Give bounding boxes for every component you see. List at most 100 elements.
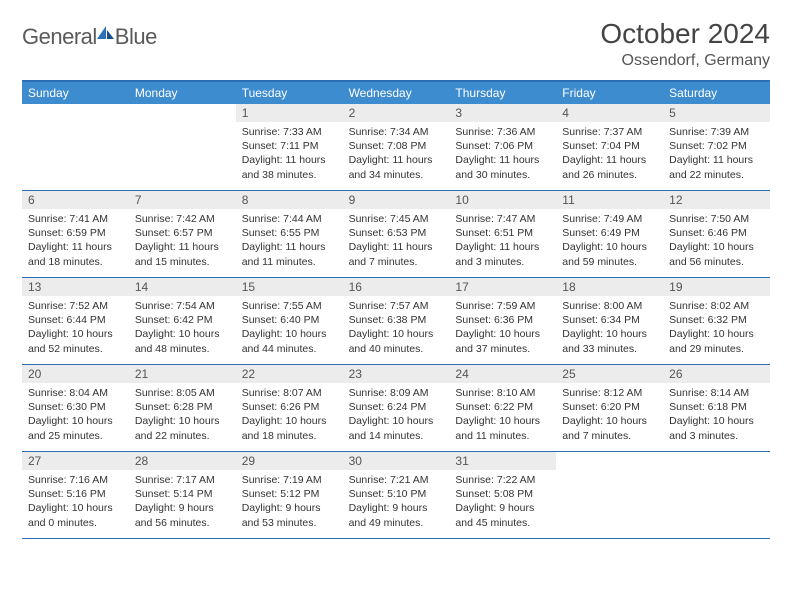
day-number: 11 <box>556 191 663 209</box>
daylight-line: Daylight: 10 hours and 44 minutes. <box>242 327 337 355</box>
sunrise-line: Sunrise: 7:54 AM <box>135 299 230 313</box>
day-details: Sunrise: 7:57 AMSunset: 6:38 PMDaylight:… <box>343 296 450 358</box>
day-header: Thursday <box>449 82 556 104</box>
daylight-line: Daylight: 11 hours and 30 minutes. <box>455 153 550 181</box>
calendar-cell: 24Sunrise: 8:10 AMSunset: 6:22 PMDayligh… <box>449 365 556 451</box>
sunset-line: Sunset: 6:36 PM <box>455 313 550 327</box>
day-details: Sunrise: 7:54 AMSunset: 6:42 PMDaylight:… <box>129 296 236 358</box>
day-number: 18 <box>556 278 663 296</box>
sunrise-line: Sunrise: 7:19 AM <box>242 473 337 487</box>
sunrise-line: Sunrise: 7:37 AM <box>562 125 657 139</box>
sunset-line: Sunset: 6:32 PM <box>669 313 764 327</box>
day-header-row: Sunday Monday Tuesday Wednesday Thursday… <box>22 82 770 104</box>
sunrise-line: Sunrise: 8:14 AM <box>669 386 764 400</box>
day-number: 16 <box>343 278 450 296</box>
daylight-line: Daylight: 10 hours and 56 minutes. <box>669 240 764 268</box>
day-number: 30 <box>343 452 450 470</box>
day-number: 23 <box>343 365 450 383</box>
sunrise-line: Sunrise: 8:09 AM <box>349 386 444 400</box>
calendar-week: 13Sunrise: 7:52 AMSunset: 6:44 PMDayligh… <box>22 278 770 365</box>
calendar-cell: 3Sunrise: 7:36 AMSunset: 7:06 PMDaylight… <box>449 104 556 190</box>
page-subtitle: Ossendorf, Germany <box>600 52 770 70</box>
calendar-cell: 21Sunrise: 8:05 AMSunset: 6:28 PMDayligh… <box>129 365 236 451</box>
daylight-line: Daylight: 10 hours and 29 minutes. <box>669 327 764 355</box>
sunset-line: Sunset: 6:34 PM <box>562 313 657 327</box>
sunrise-line: Sunrise: 7:55 AM <box>242 299 337 313</box>
daylight-line: Daylight: 11 hours and 22 minutes. <box>669 153 764 181</box>
sunset-line: Sunset: 5:08 PM <box>455 487 550 501</box>
header: General Blue October 2024 Ossendorf, Ger… <box>22 18 770 70</box>
sunrise-line: Sunrise: 7:44 AM <box>242 212 337 226</box>
calendar-cell: 27Sunrise: 7:16 AMSunset: 5:16 PMDayligh… <box>22 452 129 538</box>
day-details: Sunrise: 7:16 AMSunset: 5:16 PMDaylight:… <box>22 470 129 532</box>
page-title: October 2024 <box>600 18 770 50</box>
calendar: Sunday Monday Tuesday Wednesday Thursday… <box>22 80 770 539</box>
daylight-line: Daylight: 10 hours and 40 minutes. <box>349 327 444 355</box>
calendar-cell: 19Sunrise: 8:02 AMSunset: 6:32 PMDayligh… <box>663 278 770 364</box>
day-header: Saturday <box>663 82 770 104</box>
day-number: 24 <box>449 365 556 383</box>
day-details: Sunrise: 7:50 AMSunset: 6:46 PMDaylight:… <box>663 209 770 271</box>
calendar-cell: 22Sunrise: 8:07 AMSunset: 6:26 PMDayligh… <box>236 365 343 451</box>
calendar-week: 20Sunrise: 8:04 AMSunset: 6:30 PMDayligh… <box>22 365 770 452</box>
day-number: 21 <box>129 365 236 383</box>
sunset-line: Sunset: 6:49 PM <box>562 226 657 240</box>
day-details: Sunrise: 7:37 AMSunset: 7:04 PMDaylight:… <box>556 122 663 184</box>
daylight-line: Daylight: 11 hours and 18 minutes. <box>28 240 123 268</box>
daylight-line: Daylight: 9 hours and 49 minutes. <box>349 501 444 529</box>
sunset-line: Sunset: 7:06 PM <box>455 139 550 153</box>
sunset-line: Sunset: 5:14 PM <box>135 487 230 501</box>
day-details: Sunrise: 8:04 AMSunset: 6:30 PMDaylight:… <box>22 383 129 445</box>
daylight-line: Daylight: 10 hours and 59 minutes. <box>562 240 657 268</box>
sunrise-line: Sunrise: 7:57 AM <box>349 299 444 313</box>
sunrise-line: Sunrise: 7:52 AM <box>28 299 123 313</box>
day-number: 31 <box>449 452 556 470</box>
day-details: Sunrise: 7:52 AMSunset: 6:44 PMDaylight:… <box>22 296 129 358</box>
daylight-line: Daylight: 9 hours and 45 minutes. <box>455 501 550 529</box>
sunset-line: Sunset: 6:40 PM <box>242 313 337 327</box>
day-number: 7 <box>129 191 236 209</box>
sunset-line: Sunset: 6:22 PM <box>455 400 550 414</box>
day-header: Friday <box>556 82 663 104</box>
calendar-cell: 5Sunrise: 7:39 AMSunset: 7:02 PMDaylight… <box>663 104 770 190</box>
sunset-line: Sunset: 6:18 PM <box>669 400 764 414</box>
sunrise-line: Sunrise: 7:33 AM <box>242 125 337 139</box>
daylight-line: Daylight: 10 hours and 33 minutes. <box>562 327 657 355</box>
day-number: 28 <box>129 452 236 470</box>
day-details: Sunrise: 7:33 AMSunset: 7:11 PMDaylight:… <box>236 122 343 184</box>
daylight-line: Daylight: 11 hours and 34 minutes. <box>349 153 444 181</box>
day-details: Sunrise: 7:39 AMSunset: 7:02 PMDaylight:… <box>663 122 770 184</box>
sunrise-line: Sunrise: 7:22 AM <box>455 473 550 487</box>
sunrise-line: Sunrise: 8:12 AM <box>562 386 657 400</box>
day-number: 22 <box>236 365 343 383</box>
sunset-line: Sunset: 7:11 PM <box>242 139 337 153</box>
calendar-week: 27Sunrise: 7:16 AMSunset: 5:16 PMDayligh… <box>22 452 770 539</box>
calendar-cell: . <box>556 452 663 538</box>
day-number: 4 <box>556 104 663 122</box>
day-header: Sunday <box>22 82 129 104</box>
sunset-line: Sunset: 6:53 PM <box>349 226 444 240</box>
daylight-line: Daylight: 11 hours and 38 minutes. <box>242 153 337 181</box>
sunrise-line: Sunrise: 8:00 AM <box>562 299 657 313</box>
day-number: 12 <box>663 191 770 209</box>
calendar-cell: 14Sunrise: 7:54 AMSunset: 6:42 PMDayligh… <box>129 278 236 364</box>
daylight-line: Daylight: 10 hours and 37 minutes. <box>455 327 550 355</box>
day-details: Sunrise: 7:44 AMSunset: 6:55 PMDaylight:… <box>236 209 343 271</box>
sunrise-line: Sunrise: 8:04 AM <box>28 386 123 400</box>
calendar-cell: 7Sunrise: 7:42 AMSunset: 6:57 PMDaylight… <box>129 191 236 277</box>
calendar-cell: 4Sunrise: 7:37 AMSunset: 7:04 PMDaylight… <box>556 104 663 190</box>
calendar-cell: 30Sunrise: 7:21 AMSunset: 5:10 PMDayligh… <box>343 452 450 538</box>
day-details: Sunrise: 8:02 AMSunset: 6:32 PMDaylight:… <box>663 296 770 358</box>
day-number: 13 <box>22 278 129 296</box>
day-details: Sunrise: 7:21 AMSunset: 5:10 PMDaylight:… <box>343 470 450 532</box>
calendar-cell: 20Sunrise: 8:04 AMSunset: 6:30 PMDayligh… <box>22 365 129 451</box>
daylight-line: Daylight: 10 hours and 14 minutes. <box>349 414 444 442</box>
calendar-week: 6Sunrise: 7:41 AMSunset: 6:59 PMDaylight… <box>22 191 770 278</box>
day-header: Tuesday <box>236 82 343 104</box>
day-details: Sunrise: 8:05 AMSunset: 6:28 PMDaylight:… <box>129 383 236 445</box>
day-number: 10 <box>449 191 556 209</box>
sunrise-line: Sunrise: 7:47 AM <box>455 212 550 226</box>
calendar-cell: 11Sunrise: 7:49 AMSunset: 6:49 PMDayligh… <box>556 191 663 277</box>
sunrise-line: Sunrise: 7:17 AM <box>135 473 230 487</box>
day-number: 3 <box>449 104 556 122</box>
